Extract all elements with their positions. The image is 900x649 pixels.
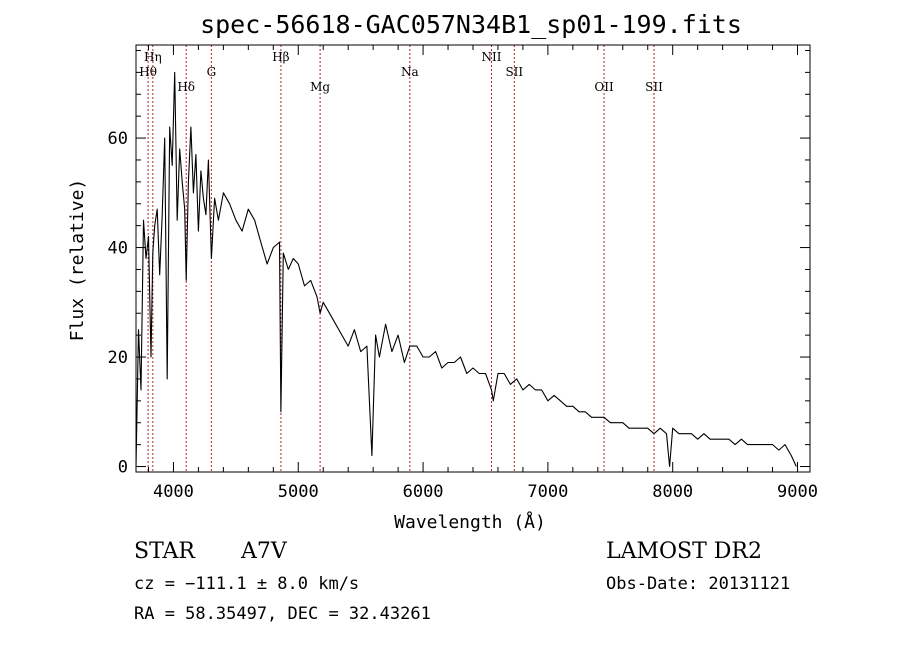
spectral-line-label: G [207, 65, 217, 79]
spectral-line-label: Hδ [177, 80, 195, 94]
x-axis-label: Wavelength (Å) [394, 511, 546, 533]
y-tick-label: 20 [108, 348, 128, 368]
spectral-line-label: Mg [310, 80, 330, 94]
coordinates: RA = 58.35497, DEC = 32.43261 [134, 604, 431, 624]
observation-date: Obs-Date: 20131121 [606, 574, 790, 594]
spectral-line-label: Hθ [139, 65, 157, 79]
y-tick-label: 0 [118, 458, 128, 478]
spectral-line-label: SII [645, 80, 663, 94]
spectral-line-label: SII [505, 65, 523, 79]
y-axis-label: Flux (relative) [67, 179, 88, 342]
redshift-cz: cz = −111.1 ± 8.0 km/s [134, 574, 359, 594]
spectrum-line [135, 71, 797, 468]
x-tick-label: 9000 [777, 482, 818, 502]
spectral-line-label: OII [594, 80, 614, 94]
x-tick-label: 5000 [278, 482, 319, 502]
spectral-line-label: Hη [144, 50, 162, 64]
x-tick-label: 6000 [403, 482, 444, 502]
x-tick-label: 7000 [527, 482, 568, 502]
x-tick-label: 4000 [153, 482, 194, 502]
x-tick-label: 8000 [652, 482, 693, 502]
object-subclass: A7V [240, 539, 288, 564]
plot-frame [135, 44, 811, 473]
object-class: STAR [134, 539, 196, 564]
survey-name: LAMOST DR2 [606, 539, 762, 564]
chart-title: spec-56618-GAC057N34B1_sp01-199.fits [200, 10, 742, 39]
spectral-line-label: NII [481, 50, 501, 64]
spectral-line-label: Na [401, 65, 419, 79]
y-tick-label: 60 [108, 129, 128, 149]
y-tick-label: 40 [108, 239, 128, 259]
spectral-line-label: Hβ [272, 50, 289, 64]
